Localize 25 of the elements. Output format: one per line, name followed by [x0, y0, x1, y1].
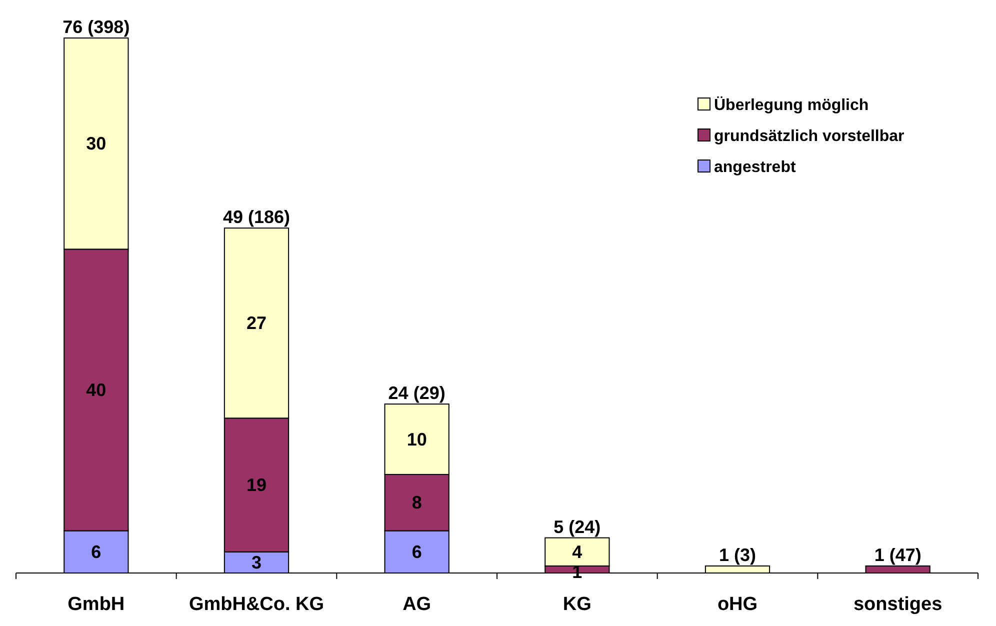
- data-label: 30: [86, 134, 106, 154]
- data-label: 19: [246, 475, 267, 496]
- x-tick-label: AG: [402, 594, 432, 615]
- x-tick-label: oHG: [717, 594, 758, 615]
- total-label: 76 (398): [62, 17, 130, 37]
- legend-label: grundsätzlich vorstellbar: [714, 128, 904, 145]
- x-tick-label: GmbH&Co. KG: [188, 594, 324, 615]
- data-label: 40: [86, 380, 106, 400]
- data-label: 10: [406, 429, 427, 450]
- data-label: 6: [91, 542, 102, 562]
- total-label: 5 (24): [554, 516, 601, 537]
- data-label: 3: [251, 552, 262, 572]
- total-label: 1 (3): [718, 544, 756, 565]
- data-label: 4: [572, 542, 582, 562]
- total-label: 24 (29): [388, 383, 446, 404]
- x-tick-label: KG: [562, 594, 592, 615]
- x-tick-label: GmbH: [68, 594, 125, 615]
- legend-label: angestrebt: [714, 159, 796, 176]
- data-label: 8: [412, 492, 422, 513]
- data-label: 6: [412, 542, 422, 562]
- total-label: 1 (47): [874, 544, 922, 565]
- legend-label: Überlegung möglich: [714, 96, 869, 114]
- x-tick-label: sonstiges: [853, 594, 942, 615]
- total-label: 49 (186): [222, 207, 290, 228]
- data-label: 27: [246, 313, 267, 334]
